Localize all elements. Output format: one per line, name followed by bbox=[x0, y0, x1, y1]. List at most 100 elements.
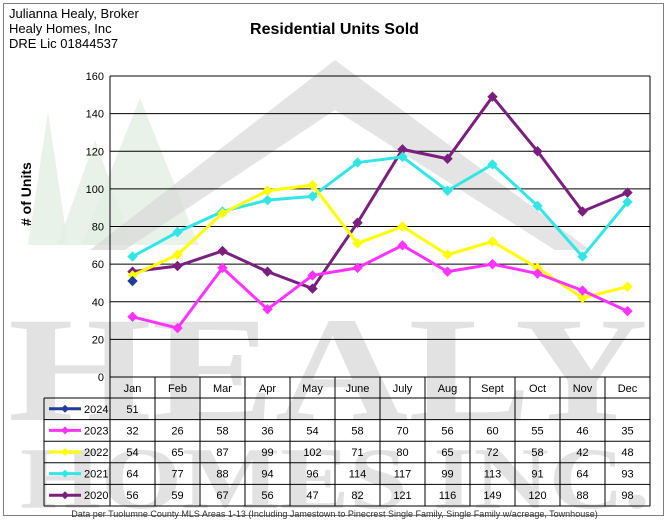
x-tick-label: Feb bbox=[168, 383, 187, 395]
legend-label: 2022 bbox=[84, 447, 108, 459]
data-point-2021 bbox=[172, 226, 183, 238]
x-tick-label: June bbox=[346, 383, 370, 395]
data-point-2023 bbox=[442, 266, 453, 277]
y-tick-label: 140 bbox=[86, 109, 104, 121]
data-label: 58 bbox=[351, 425, 363, 437]
x-tick-label: Sept bbox=[481, 383, 504, 395]
data-point-2021 bbox=[487, 159, 498, 170]
data-point-2020 bbox=[532, 146, 543, 157]
data-label: 58 bbox=[216, 425, 228, 437]
legend-key-2022 bbox=[49, 448, 81, 456]
data-label: 149 bbox=[483, 490, 501, 502]
data-point-2023 bbox=[307, 270, 318, 281]
x-tick-label: Jan bbox=[124, 383, 142, 395]
data-point-2022 bbox=[217, 208, 228, 219]
series-lines bbox=[127, 91, 633, 334]
data-point-2022 bbox=[577, 292, 588, 304]
data-point-2022 bbox=[442, 249, 453, 260]
y-tick-label: 120 bbox=[86, 146, 104, 158]
chart-title-text: Residential Units Sold bbox=[250, 21, 419, 38]
x-tick-label: Apr bbox=[259, 383, 276, 395]
x-tick-label: July bbox=[393, 383, 413, 395]
data-point-2022 bbox=[307, 179, 318, 191]
data-label: 64 bbox=[126, 469, 138, 481]
data-label: 82 bbox=[351, 490, 363, 502]
data-label: 64 bbox=[576, 469, 588, 481]
legend-key-2024 bbox=[49, 404, 81, 413]
data-point-2021 bbox=[307, 191, 318, 202]
legend-marker bbox=[61, 404, 69, 413]
data-point-2023 bbox=[352, 262, 363, 274]
data-label: 56 bbox=[126, 490, 138, 502]
data-label: 59 bbox=[171, 490, 183, 502]
data-point-2022 bbox=[487, 236, 498, 247]
data-label: 58 bbox=[531, 447, 543, 459]
data-label: 88 bbox=[216, 469, 228, 481]
data-point-2022 bbox=[172, 249, 183, 260]
series-line-2021 bbox=[131, 155, 629, 259]
legend-label: 2024 bbox=[84, 404, 108, 416]
data-label: 32 bbox=[126, 425, 138, 437]
data-point-2021 bbox=[352, 157, 363, 168]
data-point-2021 bbox=[532, 200, 543, 212]
y-tick-label: 40 bbox=[92, 297, 104, 309]
legend-key-2021 bbox=[49, 469, 81, 478]
data-label: 42 bbox=[576, 447, 588, 459]
broker-license: DRE Lic 01844537 bbox=[9, 36, 119, 51]
data-table: Jan Feb Mar Apr May June July Aug Sept Oct Nov Dec 2… bbox=[43, 377, 651, 507]
data-label: 99 bbox=[261, 447, 273, 459]
x-tick-label: Dec bbox=[618, 383, 638, 395]
series-2022 bbox=[127, 179, 633, 304]
data-point-2023 bbox=[217, 262, 228, 274]
data-label: 54 bbox=[306, 425, 318, 437]
data-label: 94 bbox=[261, 469, 273, 481]
data-point-2020 bbox=[172, 260, 183, 272]
series-line-2023 bbox=[132, 243, 629, 330]
data-label: 67 bbox=[216, 490, 228, 502]
data-point-2022 bbox=[262, 185, 273, 196]
data-point-2023 bbox=[532, 268, 543, 279]
broker-info: Julianna Healy, Broker Healy Homes, Inc … bbox=[9, 6, 139, 51]
legend-marker bbox=[61, 469, 69, 478]
data-point-2023 bbox=[487, 258, 498, 270]
x-tick-label: Aug bbox=[438, 383, 458, 395]
y-tick-label: 20 bbox=[92, 334, 104, 346]
x-tick-label: Mar bbox=[213, 383, 232, 395]
data-label: 88 bbox=[576, 490, 588, 502]
data-point-2023 bbox=[577, 285, 588, 296]
data-point-2021 bbox=[127, 251, 138, 262]
data-label: 77 bbox=[171, 469, 183, 481]
data-point-2020 bbox=[487, 91, 498, 102]
data-label: 56 bbox=[441, 425, 453, 437]
y-tick-label: 80 bbox=[92, 222, 104, 234]
data-point-2020 bbox=[622, 187, 633, 198]
data-label: 96 bbox=[306, 469, 318, 481]
data-point-2020 bbox=[352, 217, 363, 228]
data-label: 54 bbox=[126, 447, 138, 459]
data-point-2022 bbox=[397, 221, 408, 232]
data-point-2020 bbox=[577, 206, 588, 217]
legend-key-2023 bbox=[49, 426, 81, 435]
watermark-text-healy: HEALY bbox=[8, 287, 648, 453]
chart-title: Residential Units Sold bbox=[0, 21, 669, 39]
data-label: 65 bbox=[441, 447, 453, 459]
legend-label: 2020 bbox=[84, 490, 108, 502]
data-point-2023 bbox=[172, 322, 183, 334]
data-label: 51 bbox=[126, 404, 138, 416]
legend-label: 2021 bbox=[84, 469, 108, 481]
data-point-2020 bbox=[442, 153, 453, 164]
legend-marker bbox=[61, 448, 69, 456]
data-label: 98 bbox=[621, 490, 633, 502]
legend-marker bbox=[61, 491, 69, 500]
data-label: 56 bbox=[261, 490, 273, 502]
data-point-2020 bbox=[307, 283, 318, 294]
series-2023 bbox=[127, 240, 633, 334]
data-label: 46 bbox=[576, 425, 588, 437]
watermark-tree bbox=[28, 112, 68, 245]
data-label: 120 bbox=[528, 490, 546, 502]
x-tick-label: Nov bbox=[573, 383, 593, 395]
data-label: 70 bbox=[396, 425, 408, 437]
broker-name: Julianna Healy, Broker bbox=[9, 6, 139, 21]
data-label: 26 bbox=[171, 425, 183, 437]
data-label: 121 bbox=[393, 490, 411, 502]
